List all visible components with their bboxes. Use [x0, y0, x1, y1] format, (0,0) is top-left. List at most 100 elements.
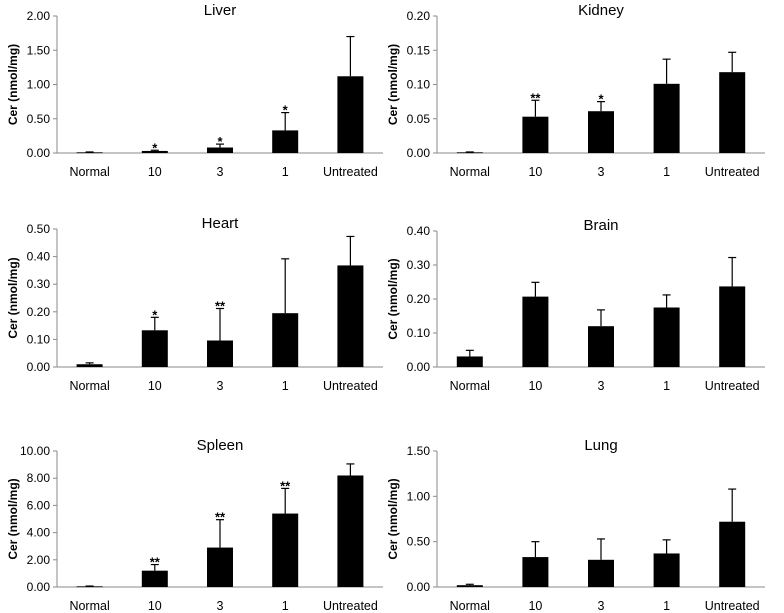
- x-category-label: 1: [282, 599, 289, 613]
- y-tick-label: 0.50: [27, 112, 51, 126]
- bar-10: [522, 116, 549, 153]
- chart-title: Spleen: [197, 437, 244, 454]
- x-category-label: Normal: [450, 379, 490, 393]
- significance-marker: *: [152, 307, 158, 322]
- chart-panel-spleen: Spleen Cer (nmol/mg) 0.00 2.00 4.00 6.00 8.00 1…: [6, 437, 383, 613]
- y-tick-label: 0.20: [407, 292, 431, 306]
- bar-1: [272, 313, 299, 367]
- significance-marker: **: [530, 90, 541, 105]
- y-tick-label: 4.00: [27, 526, 51, 540]
- x-category-label: 10: [528, 599, 542, 613]
- chart-title: Kidney: [578, 2, 624, 19]
- y-tick-label: 8.00: [27, 471, 51, 485]
- y-tick-label: 0.10: [407, 326, 431, 340]
- bar-normal: [76, 364, 103, 367]
- x-category-label: 3: [217, 379, 224, 393]
- significance-marker: **: [215, 298, 226, 313]
- x-category-label: Normal: [450, 599, 490, 613]
- chart-panel-liver: Liver Cer (nmol/mg) 0.00 0.50 1.00 1.50 2.00 No…: [6, 2, 383, 179]
- bar-untreated: [719, 521, 746, 587]
- bar-10: [522, 557, 549, 587]
- x-category-label: 10: [148, 165, 162, 179]
- y-tick-label: 6.00: [27, 498, 51, 512]
- y-tick-label: 0.50: [27, 222, 51, 236]
- x-category-label: Untreated: [705, 379, 760, 393]
- significance-marker: **: [150, 555, 161, 570]
- y-tick-label: 0.00: [407, 146, 431, 160]
- significance-marker: *: [152, 140, 158, 155]
- x-category-label: 1: [663, 379, 670, 393]
- chart-title: Liver: [204, 2, 237, 19]
- y-tick-label: 0.00: [27, 360, 51, 374]
- bar-normal: [76, 586, 103, 588]
- y-tick-label: 0.00: [407, 360, 431, 374]
- chart-panel-heart: Heart Cer (nmol/mg) 0.00 0.10 0.20 0.30 0.40 0.…: [6, 215, 383, 393]
- chart-panel-lung: Lung Cer (nmol/mg) 0.00 0.50 1.00 1.50 Normal 1…: [386, 437, 765, 613]
- y-tick-label: 1.50: [407, 444, 431, 458]
- y-tick-label: 0.40: [407, 224, 431, 238]
- bar-untreated: [337, 76, 364, 153]
- bar-3: [588, 326, 614, 367]
- y-tick-label: 1.00: [407, 489, 431, 503]
- bar-untreated: [337, 475, 364, 587]
- y-tick-label: 0.20: [27, 305, 51, 319]
- x-category-label: 1: [663, 599, 670, 613]
- y-tick-label: 0.10: [407, 78, 431, 92]
- y-tick-label: 2.00: [27, 553, 51, 567]
- y-tick-label: 0.00: [27, 580, 51, 594]
- bar-10: [141, 570, 168, 587]
- bar-10: [522, 296, 549, 367]
- bar-3: [207, 147, 233, 153]
- y-tick-label: 0.20: [407, 9, 431, 23]
- y-axis-label: Cer (nmol/mg): [386, 258, 400, 339]
- bar-1: [653, 307, 680, 367]
- x-category-label: 3: [598, 165, 605, 179]
- significance-marker: *: [217, 134, 223, 149]
- bar-1: [272, 513, 299, 587]
- x-category-label: 3: [598, 379, 605, 393]
- x-category-label: Untreated: [705, 599, 760, 613]
- y-tick-label: 0.05: [407, 112, 431, 126]
- x-category-label: 10: [148, 379, 162, 393]
- y-axis-label: Cer (nmol/mg): [6, 478, 20, 559]
- x-category-label: 3: [217, 165, 224, 179]
- x-category-label: 1: [282, 165, 289, 179]
- significance-marker: *: [598, 92, 604, 107]
- significance-marker: *: [283, 103, 289, 118]
- bar-normal: [456, 585, 483, 587]
- x-category-label: 10: [148, 599, 162, 613]
- y-tick-label: 10.00: [20, 444, 50, 458]
- x-category-label: 10: [528, 379, 542, 393]
- x-category-label: Normal: [69, 165, 109, 179]
- y-axis-label: Cer (nmol/mg): [386, 44, 400, 125]
- x-category-label: Untreated: [705, 165, 760, 179]
- x-category-label: 3: [217, 599, 224, 613]
- chart-panel-kidney: Kidney Cer (nmol/mg) 0.00 0.05 0.10 0.15 0.20 N…: [386, 2, 765, 179]
- bar-1: [653, 553, 680, 587]
- x-category-label: Untreated: [323, 165, 378, 179]
- x-category-label: 1: [282, 379, 289, 393]
- y-tick-label: 0.15: [407, 43, 431, 57]
- bar-1: [653, 83, 680, 153]
- y-tick-label: 0.30: [27, 277, 51, 291]
- chart-title: Brain: [583, 217, 618, 234]
- x-category-label: 3: [598, 599, 605, 613]
- chart-title: Heart: [202, 215, 240, 232]
- bar-3: [588, 559, 614, 587]
- bar-3: [207, 547, 233, 587]
- significance-marker: **: [215, 510, 226, 525]
- bar-normal: [76, 152, 103, 154]
- y-axis-label: Cer (nmol/mg): [386, 478, 400, 559]
- bar-1: [272, 130, 299, 153]
- bar-untreated: [719, 72, 746, 153]
- y-tick-label: 0.50: [407, 535, 431, 549]
- x-category-label: 10: [528, 165, 542, 179]
- y-tick-label: 0.10: [27, 332, 51, 346]
- y-tick-label: 2.00: [27, 9, 51, 23]
- y-tick-label: 1.50: [27, 43, 51, 57]
- y-tick-label: 0.00: [27, 146, 51, 160]
- chart-title: Lung: [584, 437, 617, 454]
- bar-untreated: [337, 265, 364, 367]
- significance-marker: **: [280, 478, 291, 493]
